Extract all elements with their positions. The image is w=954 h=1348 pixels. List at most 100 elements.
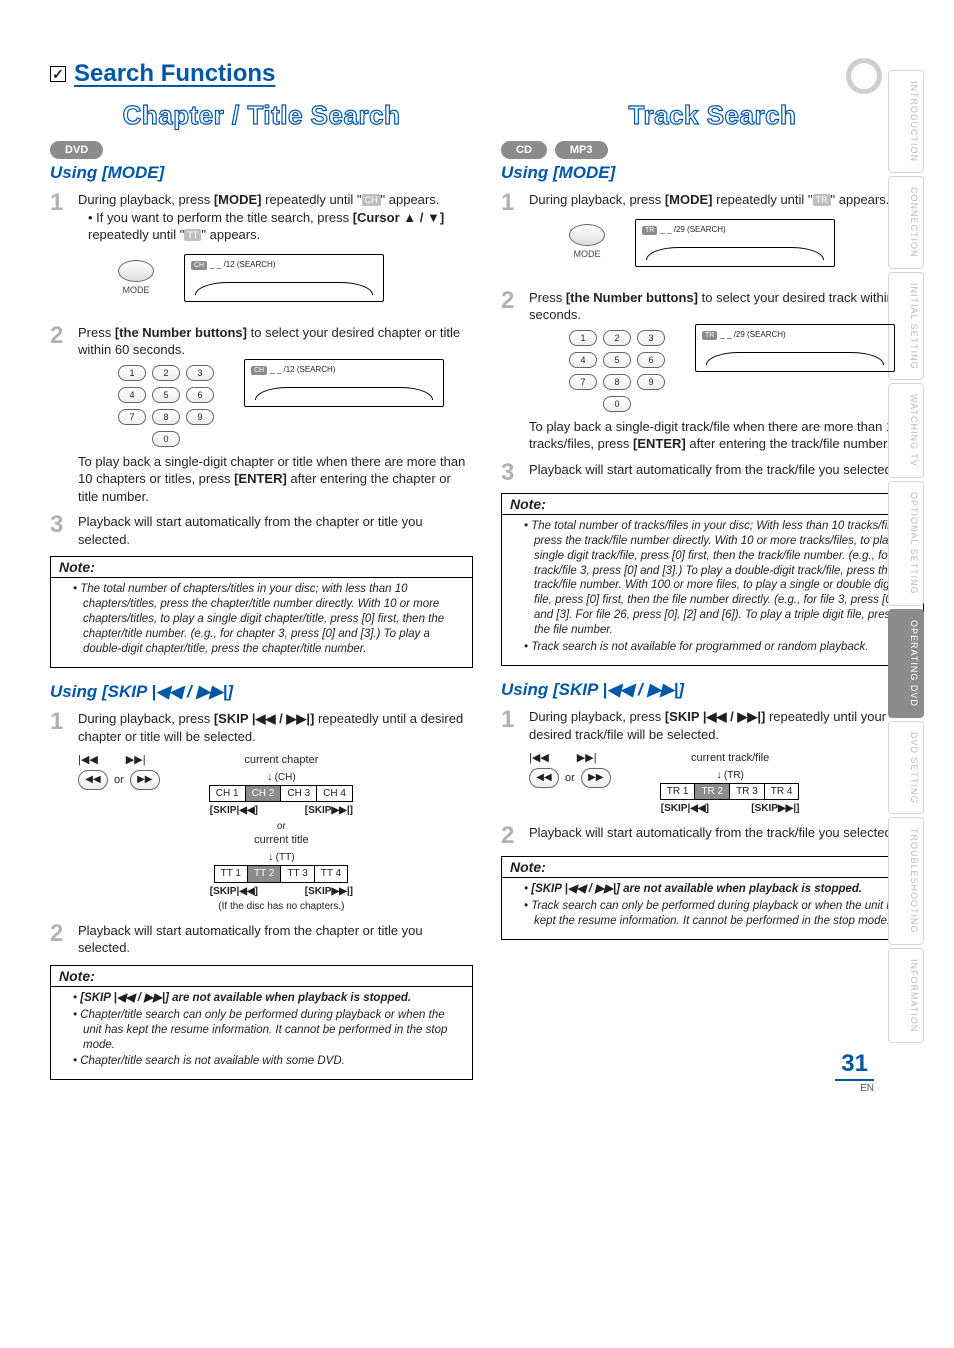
page-number: 31 EN bbox=[835, 1050, 874, 1094]
step-number: 1 bbox=[501, 708, 521, 816]
skip-next-button[interactable]: ▶▶ bbox=[130, 770, 160, 790]
key-3[interactable]: 3 bbox=[637, 330, 665, 346]
cell: CH 3 bbox=[280, 785, 317, 803]
skip-left-label: [SKIP|◀◀] bbox=[210, 885, 258, 899]
step-number: 2 bbox=[501, 289, 521, 453]
key-5[interactable]: 5 bbox=[603, 352, 631, 368]
side-tab-watching-tv[interactable]: WATCHING TV bbox=[888, 383, 924, 478]
skip-left-label: [SKIP|◀◀] bbox=[661, 802, 709, 816]
key-7[interactable]: 7 bbox=[118, 409, 146, 425]
mode-button[interactable]: MODE bbox=[569, 224, 605, 260]
cell: TT 3 bbox=[280, 865, 314, 883]
columns: Chapter / Title Search DVD Using [MODE] … bbox=[50, 94, 924, 1094]
arrow-down-icon bbox=[267, 772, 275, 783]
text: repeatedly until " bbox=[713, 192, 813, 207]
side-tab-information[interactable]: INFORMATION bbox=[888, 948, 924, 1043]
skip-next-button[interactable]: ▶▶ bbox=[581, 768, 611, 788]
key-4[interactable]: 4 bbox=[569, 352, 597, 368]
cell: TR 4 bbox=[764, 783, 800, 801]
skip-buttons: |◀◀▶▶| ◀◀ or ▶▶ bbox=[529, 751, 611, 788]
key-3[interactable]: 3 bbox=[186, 365, 214, 381]
note-text: [SKIP |◀◀ / ▶▶|] are not available when … bbox=[80, 992, 411, 1004]
side-tab-introduction[interactable]: INTRODUCTION bbox=[888, 70, 924, 173]
step-number: 1 bbox=[50, 710, 70, 913]
left-mode-step3: 3 Playback will start automatically from… bbox=[50, 513, 473, 548]
key-7[interactable]: 7 bbox=[569, 374, 597, 390]
cell: TT 1 bbox=[214, 865, 248, 883]
key-6[interactable]: 6 bbox=[186, 387, 214, 403]
step-body: Playback will start automatically from t… bbox=[529, 824, 924, 848]
main-heading: Search Functions bbox=[74, 60, 275, 88]
note-text: The total number of tracks/files in your… bbox=[531, 520, 914, 637]
key-9[interactable]: 9 bbox=[186, 409, 214, 425]
or-label: or bbox=[114, 773, 124, 788]
page-number-value: 31 bbox=[835, 1050, 874, 1081]
key-6[interactable]: 6 bbox=[637, 352, 665, 368]
track-search-banner: Track Search bbox=[501, 100, 924, 131]
key-0[interactable]: 0 bbox=[152, 431, 180, 447]
skip-controls: ◀◀ or ▶▶ bbox=[529, 768, 611, 788]
chapter-diagram: current chapter (CH) CH 1 CH 2 CH 3 CH 4… bbox=[210, 753, 353, 913]
note-body: • [SKIP |◀◀ / ▶▶|] are not available whe… bbox=[59, 991, 464, 1070]
note-title: Note: bbox=[51, 966, 472, 987]
side-tab-troubleshooting[interactable]: TROUBLESHOOTING bbox=[888, 817, 924, 945]
right-skip-step2: 2 Playback will start automatically from… bbox=[501, 824, 924, 848]
skip-labels: [SKIP|◀◀] [SKIP▶▶|] bbox=[210, 885, 353, 899]
note-text: The total number of chapters/titles in y… bbox=[80, 583, 444, 655]
osd-display: CH_ _ /12 (SEARCH) bbox=[244, 359, 444, 407]
mode-button[interactable]: MODE bbox=[118, 260, 154, 296]
right-mode-step3: 3 Playback will start automatically from… bbox=[501, 461, 924, 485]
key-8[interactable]: 8 bbox=[152, 409, 180, 425]
text: During playback, press bbox=[78, 192, 214, 207]
title-row: Search Functions bbox=[50, 60, 924, 88]
note-text: Chapter/title search is not available wi… bbox=[80, 1055, 345, 1067]
key-1[interactable]: 1 bbox=[569, 330, 597, 346]
cell: CH 1 bbox=[209, 785, 246, 803]
text-bold: [ENTER] bbox=[633, 436, 686, 451]
key-9[interactable]: 9 bbox=[637, 374, 665, 390]
mode-label: MODE bbox=[574, 248, 601, 260]
text-bold: [Cursor ▲ / ▼] bbox=[353, 210, 444, 225]
text: During playback, press bbox=[529, 192, 665, 207]
number-keypad: 1 2 3 4 5 6 7 8 9 0 bbox=[118, 365, 214, 447]
cell-active: CH 2 bbox=[245, 785, 282, 803]
diagram-label: current track/file bbox=[661, 751, 800, 766]
side-tab-operating-dvd[interactable]: OPERATING DVD bbox=[888, 609, 924, 718]
key-0[interactable]: 0 bbox=[603, 396, 631, 412]
left-skip-step2: 2 Playback will start automatically from… bbox=[50, 922, 473, 957]
tt-icon: TT bbox=[184, 229, 201, 241]
step-body: During playback, press [MODE] repeatedly… bbox=[78, 191, 473, 316]
left-column: Chapter / Title Search DVD Using [MODE] … bbox=[50, 94, 473, 1094]
oval-icon bbox=[569, 224, 605, 246]
left-mode-step2: 2 Press [the Number buttons] to select y… bbox=[50, 324, 473, 506]
badge-mp3: MP3 bbox=[555, 141, 608, 159]
note-title: Note: bbox=[502, 857, 923, 878]
right-using-skip-heading: Using [SKIP |◀◀ / ▶▶|] bbox=[501, 680, 924, 700]
text: " appears. bbox=[201, 227, 260, 242]
note-body: • The total number of chapters/titles in… bbox=[59, 582, 464, 657]
step-number: 2 bbox=[50, 324, 70, 506]
side-tab-dvd-setting[interactable]: DVD SETTING bbox=[888, 721, 924, 815]
key-5[interactable]: 5 bbox=[152, 387, 180, 403]
right-column: Track Search CD MP3 Using [MODE] 1 Durin… bbox=[501, 94, 924, 1094]
text: repeatedly until " bbox=[262, 192, 362, 207]
osd-display: TR_ _ /29 (SEARCH) bbox=[695, 324, 895, 372]
key-2[interactable]: 2 bbox=[152, 365, 180, 381]
diagram-sub: (CH) bbox=[210, 770, 353, 785]
text: (TR) bbox=[724, 770, 744, 781]
skip-prev-button[interactable]: ◀◀ bbox=[78, 770, 108, 790]
skip-prev-button[interactable]: ◀◀ bbox=[529, 768, 559, 788]
diagram-label: current chapter bbox=[210, 753, 353, 768]
key-4[interactable]: 4 bbox=[118, 387, 146, 403]
text-bold: [SKIP |◀◀ / ▶▶|] bbox=[214, 711, 314, 726]
osd-display: CH_ _ /12 (SEARCH) bbox=[184, 254, 384, 302]
side-tab-optional-setting[interactable]: OPTIONAL SETTING bbox=[888, 481, 924, 606]
key-8[interactable]: 8 bbox=[603, 374, 631, 390]
side-tab-connection[interactable]: CONNECTION bbox=[888, 176, 924, 269]
next-icon: ▶▶| bbox=[126, 753, 146, 768]
text-bold: [ENTER] bbox=[234, 471, 287, 486]
key-1[interactable]: 1 bbox=[118, 365, 146, 381]
text: If you want to perform the title search,… bbox=[96, 210, 353, 225]
key-2[interactable]: 2 bbox=[603, 330, 631, 346]
text: " appears. bbox=[381, 192, 440, 207]
